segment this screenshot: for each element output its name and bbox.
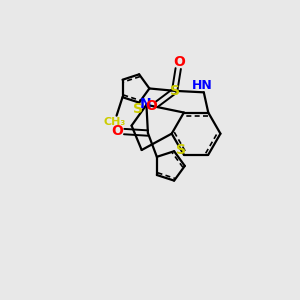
Text: O: O [173, 55, 185, 69]
Text: CH₃: CH₃ [104, 117, 126, 127]
Text: HN: HN [192, 79, 213, 92]
Text: S: S [133, 102, 143, 116]
Text: O: O [145, 99, 157, 113]
Text: S: S [170, 84, 180, 98]
Text: O: O [112, 124, 124, 138]
Text: N: N [140, 97, 152, 111]
Text: S: S [176, 143, 186, 157]
